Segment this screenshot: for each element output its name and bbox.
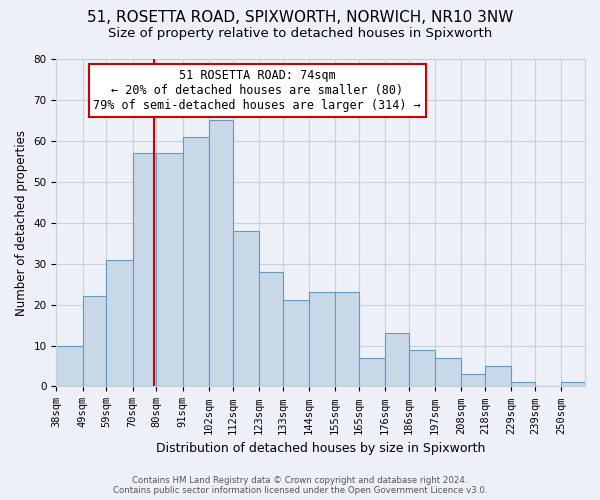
Bar (435, 358, 461, 386)
Y-axis label: Number of detached properties: Number of detached properties (15, 130, 28, 316)
Bar (511, 382, 535, 386)
Bar (335, 292, 359, 386)
Bar (309, 292, 335, 386)
X-axis label: Distribution of detached houses by size in Spixworth: Distribution of detached houses by size … (156, 442, 485, 455)
Text: Size of property relative to detached houses in Spixworth: Size of property relative to detached ho… (108, 28, 492, 40)
Bar (182, 137, 209, 386)
Bar (259, 272, 283, 386)
Bar (133, 153, 157, 386)
Bar (485, 366, 511, 386)
Bar (461, 374, 485, 386)
Bar (561, 382, 585, 386)
Text: 51 ROSETTA ROAD: 74sqm
← 20% of detached houses are smaller (80)
79% of semi-det: 51 ROSETTA ROAD: 74sqm ← 20% of detached… (94, 69, 421, 112)
Text: 51, ROSETTA ROAD, SPIXWORTH, NORWICH, NR10 3NW: 51, ROSETTA ROAD, SPIXWORTH, NORWICH, NR… (87, 10, 513, 25)
Text: Contains HM Land Registry data © Crown copyright and database right 2024.
Contai: Contains HM Land Registry data © Crown c… (113, 476, 487, 495)
Bar (56, 346, 83, 387)
Bar (385, 333, 409, 386)
Bar (106, 260, 133, 386)
Bar (283, 300, 309, 386)
Bar (233, 231, 259, 386)
Bar (409, 350, 435, 387)
Bar (83, 296, 106, 386)
Bar (209, 120, 233, 386)
Bar (359, 358, 385, 386)
Bar (157, 153, 182, 386)
